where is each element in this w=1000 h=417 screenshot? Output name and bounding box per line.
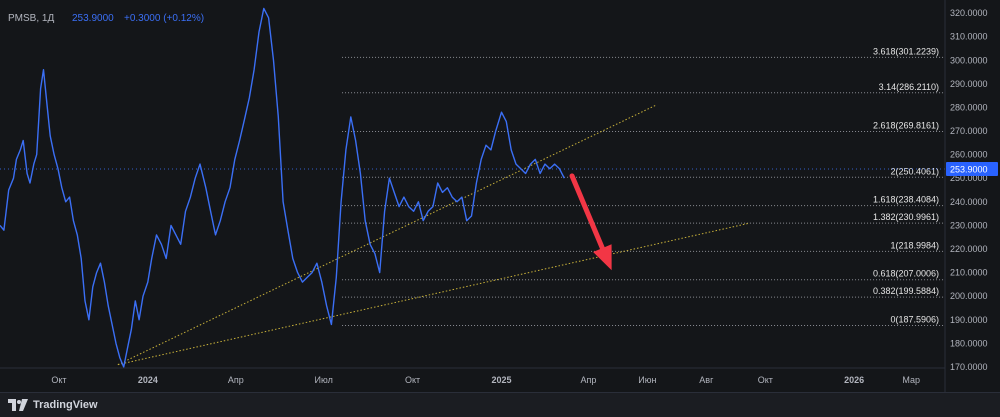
last-price: 253.9000	[72, 13, 114, 24]
fib-label-2: 2(250.4061)	[890, 166, 939, 176]
y-tick-label: 180.0000	[950, 338, 988, 348]
footer-bar: TradingView	[0, 392, 1000, 417]
y-tick-label: 260.0000	[950, 150, 988, 160]
symbol-label[interactable]: PMSB, 1Д	[8, 13, 54, 24]
current-price-badge	[946, 162, 998, 177]
x-tick-label: Окт	[51, 375, 66, 385]
y-tick-label: 320.0000	[950, 8, 988, 18]
price-axis[interactable]: 170.0000 180.0000 190.0000 200.0000 210.0000…	[944, 0, 1000, 392]
arrow-head	[593, 244, 612, 271]
y-tick-label: 190.0000	[950, 315, 988, 325]
tradingview-icon	[8, 399, 28, 411]
y-tick-label: 200.0000	[950, 291, 988, 301]
brand-name: TradingView	[33, 399, 98, 411]
x-tick-label: 2025	[491, 375, 511, 385]
fib-label-2.618: 2.618(269.8161)	[873, 120, 939, 130]
y-tick-label: 250.0000	[950, 173, 988, 183]
fib-label-1.618: 1.618(238.4084)	[873, 195, 939, 205]
x-tick-label: Авг	[699, 375, 714, 385]
current-price-label: 253.9000	[950, 165, 988, 175]
y-tick-label: 290.0000	[950, 79, 988, 89]
fib-levels: 3.618(301.2239) 3.14(286.2110) 2.618(269.8…	[342, 46, 944, 326]
fib-label-0.382: 0.382(199.5884)	[873, 286, 939, 296]
fib-label-0.618: 0.618(207.0006)	[873, 269, 939, 279]
price-change: +0.3000 (+0.12%)	[124, 13, 204, 24]
fib-label-3.14: 3.14(286.2110)	[879, 82, 939, 92]
x-tick-label: Апр	[581, 375, 597, 385]
x-tick-label: Апр	[228, 375, 244, 385]
x-tick-label: Июл	[315, 375, 333, 385]
time-axis[interactable]: Окт 2024 Апр Июл Окт 2025 Апр Июн Авг Окт 2026 Мар	[0, 367, 945, 385]
x-tick-label: 2024	[138, 375, 158, 385]
y-tick-label: 230.0000	[950, 220, 988, 230]
y-tick-label: 170.0000	[950, 362, 988, 372]
x-tick-label: Мар	[902, 375, 920, 385]
price-axis-bg[interactable]	[945, 0, 1000, 392]
y-tick-label: 300.0000	[950, 55, 988, 65]
fib-label-0: 0(187.5906)	[890, 314, 939, 324]
trend-line-1	[117, 104, 657, 366]
trend-line-2	[117, 222, 750, 366]
y-tick-label: 240.0000	[950, 197, 988, 207]
x-tick-label: Окт	[405, 375, 420, 385]
fib-label-1.382: 1.382(230.9961)	[873, 212, 939, 222]
fib-label-3.618: 3.618(301.2239)	[873, 46, 939, 56]
y-tick-label: 270.0000	[950, 126, 988, 136]
tradingview-logo[interactable]: TradingView	[8, 399, 98, 411]
legend-header: PMSB, 1Д 253.9000 +0.3000 (+0.12%)	[8, 13, 204, 24]
y-tick-label: 210.0000	[950, 268, 988, 278]
x-tick-label: Окт	[758, 375, 773, 385]
fib-label-1: 1(218.9984)	[890, 240, 939, 250]
x-tick-label: 2026	[844, 375, 864, 385]
arrow-shaft	[569, 173, 605, 251]
price-line	[0, 7, 565, 368]
forecast-arrow	[569, 173, 612, 271]
y-tick-label: 220.0000	[950, 244, 988, 254]
y-tick-label: 310.0000	[950, 32, 988, 42]
price-series	[0, 7, 945, 368]
x-tick-label: Июн	[638, 375, 656, 385]
y-tick-label: 280.0000	[950, 102, 988, 112]
trend-lines	[117, 104, 750, 366]
